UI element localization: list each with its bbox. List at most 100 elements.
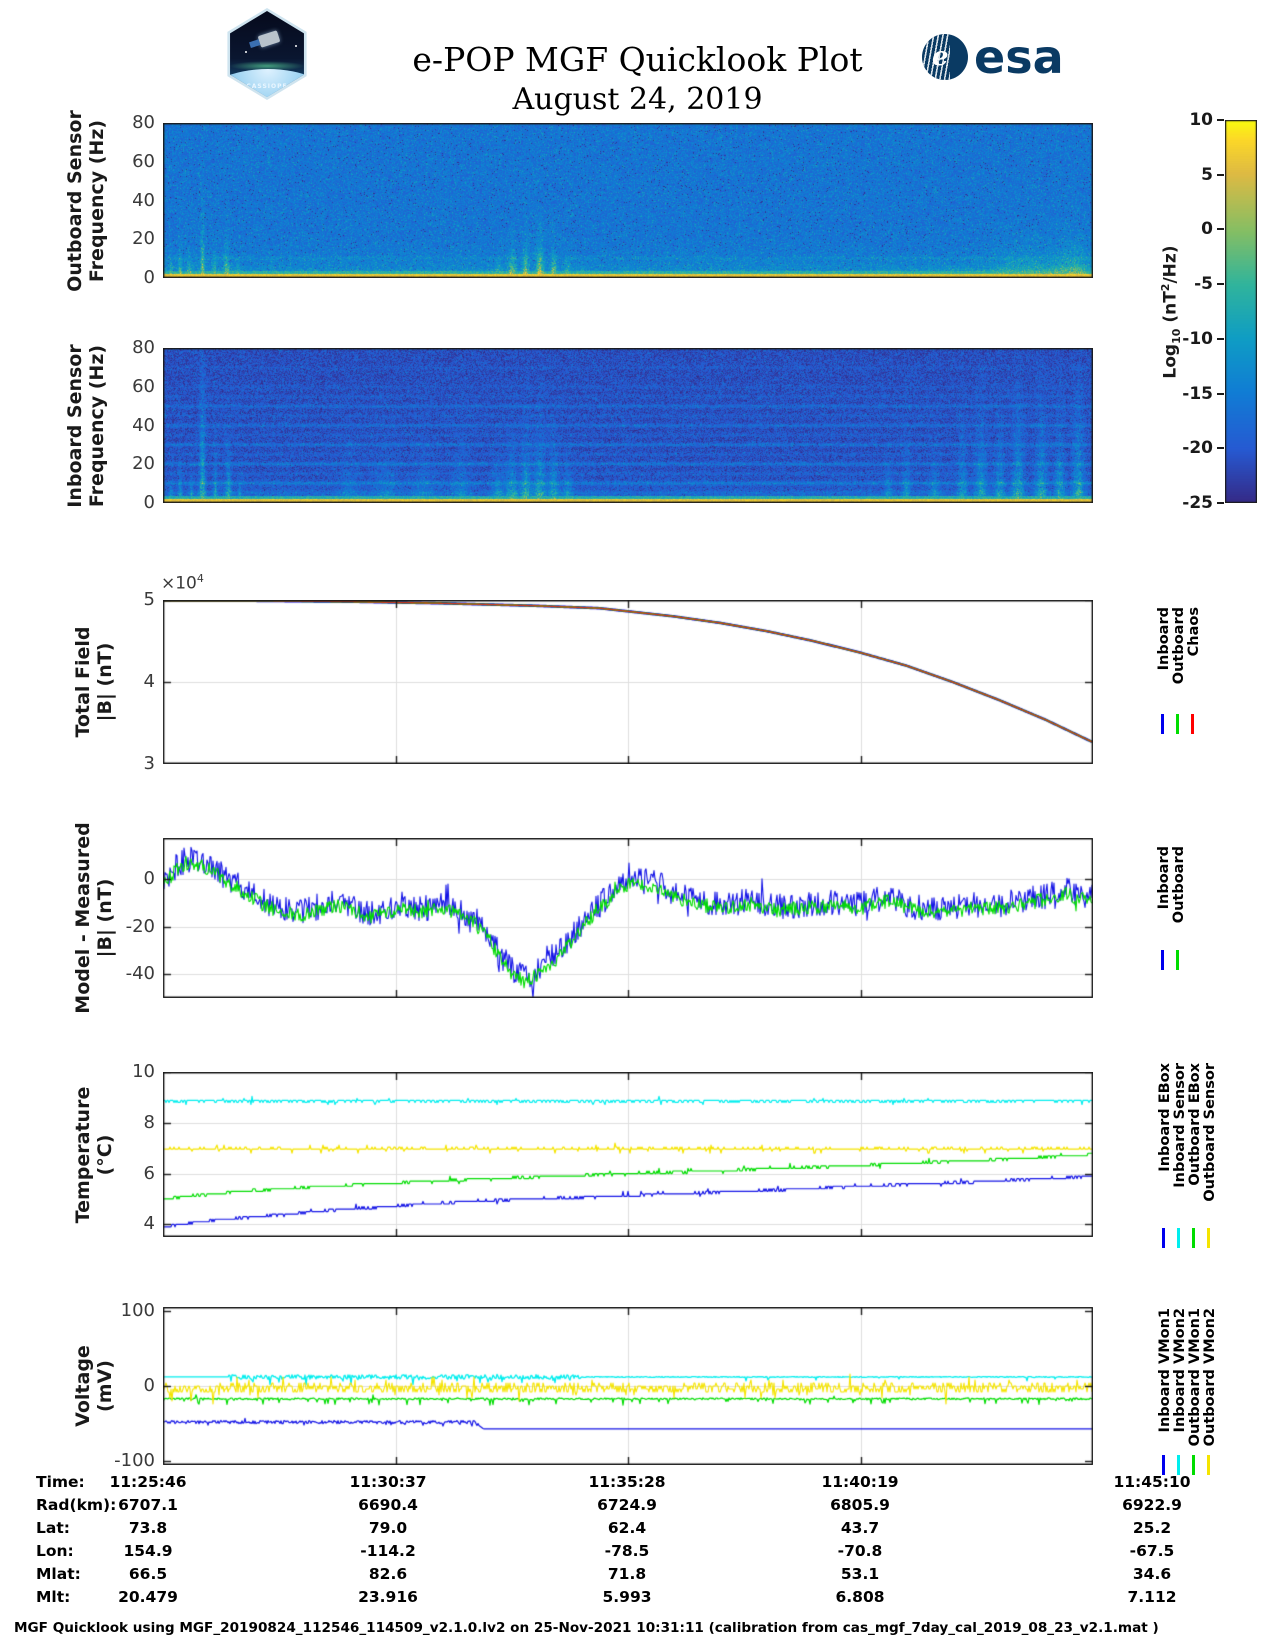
- total-field-legend-swatch-1: [1176, 714, 1180, 734]
- table-row-label-lon: Lon:: [36, 1542, 74, 1560]
- table-cell: 34.6: [1132, 1565, 1172, 1583]
- outboard-spectrogram-ytick-60: 60: [132, 150, 155, 172]
- colorbar-tickmark-5: [1217, 173, 1224, 176]
- voltage-ytick--100: -100: [114, 1450, 155, 1472]
- total-field-canvas: [163, 600, 1093, 764]
- table-cell: 11:45:10: [1113, 1473, 1191, 1491]
- table-cell: 79.0: [368, 1519, 408, 1537]
- table-row-label-mlt: Mlt:: [36, 1588, 71, 1606]
- table-cell: 11:25:46: [109, 1473, 187, 1491]
- colorbar-tick--15: -15: [1182, 383, 1213, 404]
- table-row-label-radkm: Rad(km):: [36, 1496, 117, 1514]
- model-measured-ytick-0: 0: [143, 868, 155, 890]
- page-date: August 24, 2019: [512, 82, 763, 117]
- model-measured-ytick--40: -40: [125, 963, 155, 985]
- inboard-spectrogram-ytick-20: 20: [132, 453, 155, 475]
- colorbar-tickmark--15: [1217, 392, 1224, 395]
- table-cell: -67.5: [1129, 1542, 1175, 1560]
- inboard-spectrogram-ytick-80: 80: [132, 337, 155, 358]
- inboard-spectrogram-ytick-40: 40: [132, 414, 155, 436]
- model-measured-canvas: [163, 838, 1093, 998]
- colorbar-tick--25: -25: [1182, 493, 1213, 513]
- table-cell: 6805.9: [830, 1496, 890, 1514]
- outboard-spectrogram-ylabel: Outboard Sensor Frequency (Hz): [64, 109, 108, 292]
- table-cell: 6922.9: [1122, 1496, 1182, 1514]
- table-cell: 6724.9: [597, 1496, 657, 1514]
- voltage-ytick-100: 100: [120, 1299, 155, 1321]
- esa-logo: e esa: [922, 30, 1064, 84]
- inboard-spectrogram-ylabel: Inboard Sensor Frequency (Hz): [64, 343, 108, 508]
- temperature-ytick-10: 10: [132, 1061, 155, 1082]
- voltage-legend-outboard-vmon1: Outboard VMon1: [1187, 1308, 1203, 1447]
- temperature-legend-swatch-3: [1207, 1228, 1211, 1248]
- table-cell: 62.4: [607, 1519, 647, 1537]
- total-field-legend-swatch-0: [1161, 714, 1165, 734]
- table-cell: 6707.1: [118, 1496, 178, 1514]
- table-cell: 23.916: [358, 1588, 418, 1606]
- voltage-legend-outboard-vmon2: Outboard VMon2: [1202, 1308, 1218, 1447]
- table-cell: 6690.4: [358, 1496, 418, 1514]
- colorbar-tick--20: -20: [1182, 438, 1213, 459]
- temperature-legend-inboard-ebox: Inboard EBox: [1157, 1063, 1173, 1172]
- badge-mission-name: CASSIOPE: [246, 83, 288, 90]
- table-cell: 6.808: [835, 1588, 885, 1606]
- table-cell: 11:30:37: [349, 1473, 427, 1491]
- model-measured-legend-inboard: Inboard: [1156, 846, 1172, 910]
- total-field-legend-outboard: Outboard: [1171, 607, 1187, 685]
- aurora-glow: [230, 61, 304, 71]
- total-field-legend-inboard: Inboard: [1156, 607, 1172, 671]
- colorbar-tick-0: 0: [1201, 219, 1213, 240]
- esa-wordmark: esa: [974, 30, 1064, 84]
- outboard-spectrogram-ytick-80: 80: [132, 112, 155, 133]
- voltage-ytick-0: 0: [143, 1375, 155, 1396]
- table-cell: 20.479: [118, 1588, 178, 1606]
- table-cell: 53.1: [840, 1565, 880, 1583]
- colorbar-tick-10: 10: [1189, 110, 1213, 130]
- total-field-exponent-label: ×104: [161, 572, 204, 594]
- table-cell: 66.5: [128, 1565, 168, 1583]
- voltage-legend-swatch-3: [1207, 1455, 1211, 1475]
- table-cell: 11:40:19: [821, 1473, 899, 1491]
- temperature-canvas: [163, 1072, 1093, 1237]
- table-cell: -114.2: [360, 1542, 416, 1560]
- voltage-legend-inboard-vmon2: Inboard VMon2: [1172, 1308, 1188, 1433]
- table-row-label-mlat: Mlat:: [36, 1565, 81, 1583]
- temperature-ylabel: Temperature (°C): [72, 1086, 116, 1223]
- voltage-legend-inboard-vmon1: Inboard VMon1: [1157, 1308, 1173, 1433]
- table-cell: 73.8: [128, 1519, 168, 1537]
- total-field-ytick-4: 4: [143, 671, 155, 692]
- temperature-legend-swatch-0: [1162, 1228, 1166, 1248]
- inboard-spectrogram-ytick-60: 60: [132, 375, 155, 397]
- table-cell: 5.993: [602, 1588, 652, 1606]
- colorbar-tick-5: 5: [1201, 164, 1213, 185]
- model-measured-legend-outboard: Outboard: [1171, 846, 1187, 924]
- table-row-label-time: Time:: [36, 1473, 85, 1491]
- voltage-legend-swatch-1: [1177, 1455, 1181, 1475]
- colorbar-tickmark--20: [1217, 447, 1224, 450]
- table-cell: 43.7: [840, 1519, 880, 1537]
- temperature-ytick-6: 6: [143, 1162, 155, 1184]
- colorbar-tickmark-10: [1217, 119, 1224, 121]
- total-field-legend-swatch-2: [1191, 714, 1195, 734]
- esa-globe-icon: e: [922, 34, 968, 80]
- colorbar-tickmark--25: [1217, 502, 1224, 504]
- table-cell: 11:35:28: [588, 1473, 666, 1491]
- inboard-spectrogram-ytick-0: 0: [143, 492, 155, 513]
- outboard-spectrogram-ytick-20: 20: [132, 228, 155, 250]
- temperature-legend-inboard-sensor: Inboard Sensor: [1172, 1063, 1188, 1188]
- table-cell: 82.6: [368, 1565, 408, 1583]
- total-field-legend-chaos: Chaos: [1186, 607, 1202, 657]
- temperature-ytick-4: 4: [143, 1213, 155, 1235]
- outboard-spectrogram-ytick-40: 40: [132, 189, 155, 211]
- colorbar-tick--5: -5: [1194, 274, 1213, 295]
- outboard-spectrogram-canvas: [163, 123, 1093, 278]
- total-field-ytick-5: 5: [143, 589, 155, 610]
- temperature-legend-swatch-2: [1192, 1228, 1196, 1248]
- table-cell: 154.9: [123, 1542, 173, 1560]
- colorbar-tickmark-0: [1217, 228, 1224, 231]
- page-title: e-POP MGF Quicklook Plot: [412, 40, 863, 79]
- outboard-spectrogram-ytick-0: 0: [143, 267, 155, 288]
- colorbar-canvas: [1225, 120, 1257, 503]
- footer-caption: MGF Quicklook using MGF_20190824_112546_…: [14, 1620, 1159, 1636]
- voltage-canvas: [163, 1307, 1093, 1465]
